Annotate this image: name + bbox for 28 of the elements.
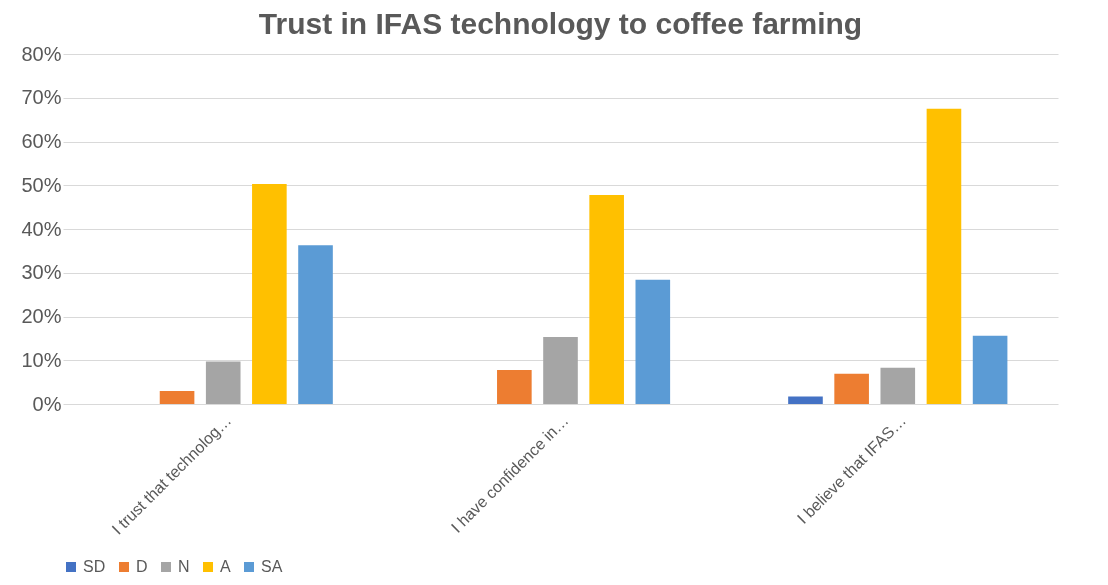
y-tick-label: 70% xyxy=(21,86,62,109)
bar xyxy=(788,396,823,404)
y-tick-label: 0% xyxy=(32,392,62,415)
legend-label: A xyxy=(220,558,231,575)
y-tick-label: 40% xyxy=(21,217,62,240)
bar xyxy=(589,194,624,404)
y-tick-label: 10% xyxy=(21,348,62,371)
bar xyxy=(926,108,962,404)
bar xyxy=(972,335,1008,404)
y-tick-label: 50% xyxy=(21,173,62,196)
y-tick-label: 30% xyxy=(21,261,62,284)
bar xyxy=(205,361,241,404)
bar xyxy=(543,337,578,404)
chart-title: Trust in IFAS technology to coffee farming xyxy=(258,7,863,40)
bar xyxy=(252,183,287,404)
y-tick-label: 20% xyxy=(21,305,62,327)
bar xyxy=(497,369,532,404)
y-tick-label: 60% xyxy=(21,130,62,152)
bar xyxy=(159,390,195,404)
bar xyxy=(880,367,916,404)
legend-label: D xyxy=(136,558,148,575)
bar xyxy=(298,245,333,404)
legend-label: SD xyxy=(83,558,106,575)
y-tick-label: 80% xyxy=(21,42,62,65)
legend-label: SA xyxy=(261,558,283,575)
legend-label: N xyxy=(178,558,190,575)
bar xyxy=(635,279,671,404)
bar xyxy=(834,373,869,404)
